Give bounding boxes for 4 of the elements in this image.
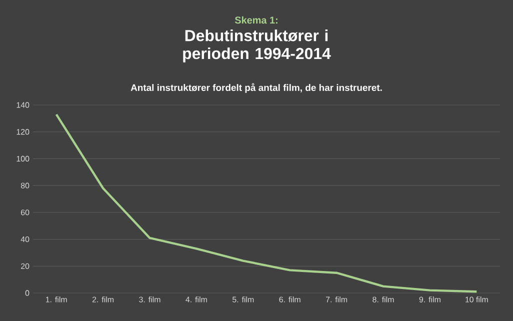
line-series [55, 113, 478, 293]
chart-subtitle: Antal instruktører fordelt på antal film, de har instrueret. [130, 83, 382, 93]
chart-title: Debutinstruktører i perioden 1994-2014 [183, 30, 331, 62]
text: Skema 1: [234, 16, 278, 24]
